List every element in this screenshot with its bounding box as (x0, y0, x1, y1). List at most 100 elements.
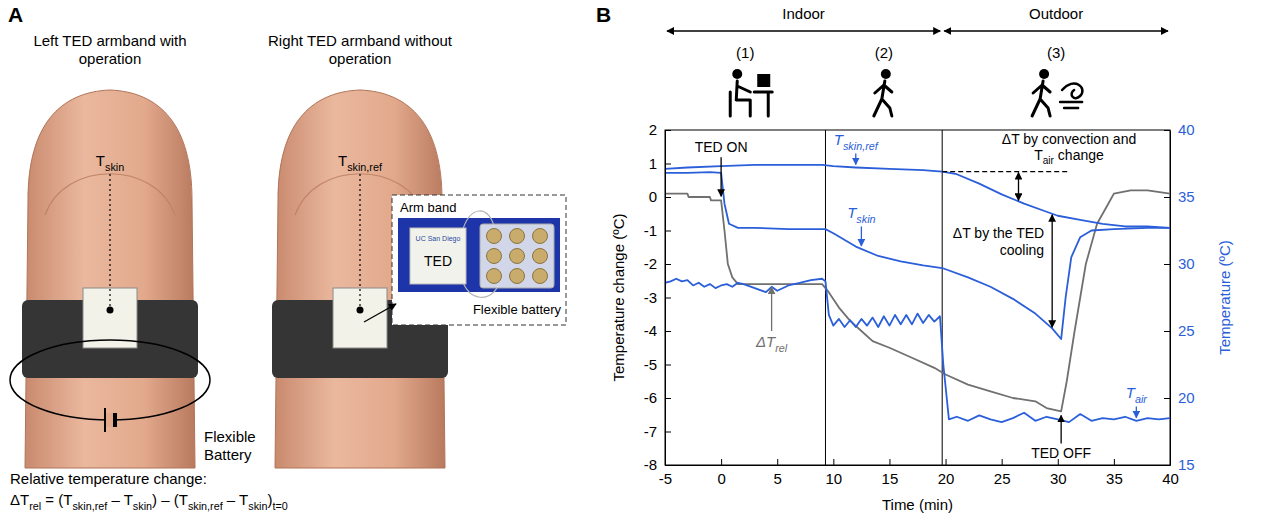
text-run: band (424, 200, 457, 215)
text-run: the (989, 225, 1013, 241)
series-label: Tskin (847, 204, 875, 225)
tick-label: 35 (1178, 188, 1195, 205)
sensor-leader (359, 174, 360, 306)
text-run: T (338, 152, 347, 169)
text-run: ΔT (1002, 131, 1020, 147)
subscript: rel (775, 342, 788, 354)
tick-label: -7 (644, 423, 657, 440)
text-run: ΔT (10, 491, 29, 508)
ted-patch (83, 288, 137, 348)
annotation: cooling (1000, 242, 1044, 258)
tick-label: 1 (649, 155, 657, 172)
arm-title: operation (329, 50, 392, 67)
formula: ΔTrel = (Tskin,ref – Tskin) – (Tskin,ref… (10, 491, 288, 512)
tick-label: 20 (938, 470, 955, 487)
tick-mark (665, 130, 671, 131)
text-run: without (400, 32, 453, 49)
text-run: Left (33, 32, 59, 49)
tick-label: 40 (1178, 121, 1195, 138)
tick-label: 30 (1178, 255, 1195, 272)
tick: -4 (644, 322, 671, 339)
battery-circuit (10, 340, 210, 420)
text-run: Relative (10, 470, 64, 487)
label-pointer (771, 287, 772, 331)
phase-icon (730, 69, 772, 116)
label-pointer (855, 154, 856, 165)
text-run: battery (518, 302, 562, 317)
sensor-leader (109, 174, 110, 306)
subscript: skin (105, 161, 124, 173)
tick: 40 (1164, 121, 1195, 138)
sensor-label: Tskin (96, 152, 124, 173)
tick: 15 (882, 459, 899, 487)
plot-lines (665, 165, 1170, 422)
tick-label: 10 (825, 470, 842, 487)
tick-label: -6 (644, 389, 657, 406)
tick-label: 25 (1178, 322, 1195, 339)
series-label: ΔTrel (755, 333, 788, 354)
text-run: (T (170, 491, 188, 508)
tick-mark (1164, 465, 1170, 466)
tick: 30 (1050, 459, 1067, 487)
tick: 20 (1164, 389, 1195, 406)
subscript: air (1043, 155, 1055, 166)
text-run: UC (416, 235, 426, 242)
tick-mark (1002, 459, 1003, 465)
plot-frame (665, 130, 1170, 465)
battery-label: Flexible (204, 428, 256, 445)
arm-shape (25, 90, 195, 468)
tick: -3 (644, 289, 671, 306)
subscript: skin,ref (72, 500, 108, 512)
tick: 25 (1164, 322, 1195, 339)
tick: -7 (644, 423, 671, 440)
phase-label: (1) (736, 44, 754, 61)
event-label: TED OFF (1031, 445, 1091, 461)
event-pointer (1060, 415, 1061, 443)
tick-label: -4 (644, 322, 657, 339)
text-run: Arm (400, 200, 424, 215)
y-axis-title: Temperature change (ºC) (610, 213, 627, 381)
tick-mark (946, 459, 947, 465)
text-run: (T (54, 491, 72, 508)
x-axis-line (666, 465, 1171, 466)
tick-mark (665, 465, 671, 466)
icon-part (881, 69, 891, 79)
text-run: change: (149, 470, 207, 487)
y2-axis-title: Temperature (ºC) (1216, 240, 1233, 355)
icon-part (1039, 69, 1049, 79)
x-axis: -50510152025303540 (659, 459, 1179, 487)
tick: -1 (644, 222, 671, 239)
tick-mark (665, 197, 671, 198)
battery-label: Battery (204, 446, 252, 463)
coin-cell (533, 229, 548, 244)
subscript: skin,ref (347, 161, 383, 173)
tick: 35 (1164, 188, 1195, 205)
inset: UC San DiegoTEDArm bandFlexible battery (392, 195, 566, 325)
text-run: cooling (1000, 242, 1044, 258)
tick: 35 (1106, 459, 1123, 487)
tick-mark (833, 459, 834, 465)
ted-patch (333, 288, 387, 348)
arm-title: Right TED armband without (268, 32, 453, 49)
text-run: and (1109, 131, 1136, 147)
inset-label: Flexible battery (473, 302, 562, 317)
phase-boundary (825, 130, 826, 465)
text-run: TED (303, 32, 337, 49)
text-run: Battery (204, 446, 252, 463)
text-run: with (156, 32, 187, 49)
text-run: convection (1038, 131, 1109, 147)
icon-part (874, 81, 892, 116)
y-axis: -8-7-6-5-4-3-2-1012 (644, 121, 671, 473)
subscript: skin,ref (843, 140, 879, 152)
text-run: temperature (64, 470, 149, 487)
text-run: T (96, 152, 105, 169)
tick: 10 (825, 459, 842, 487)
tick-label: -5 (644, 356, 657, 373)
tick: -6 (644, 389, 671, 406)
event-pointer (720, 157, 721, 196)
tick-mark (1114, 459, 1115, 465)
sensor-dot (357, 307, 364, 314)
tick-label: 40 (1162, 470, 1179, 487)
tick-label: -8 (644, 456, 657, 473)
subscript: skin (856, 213, 875, 225)
